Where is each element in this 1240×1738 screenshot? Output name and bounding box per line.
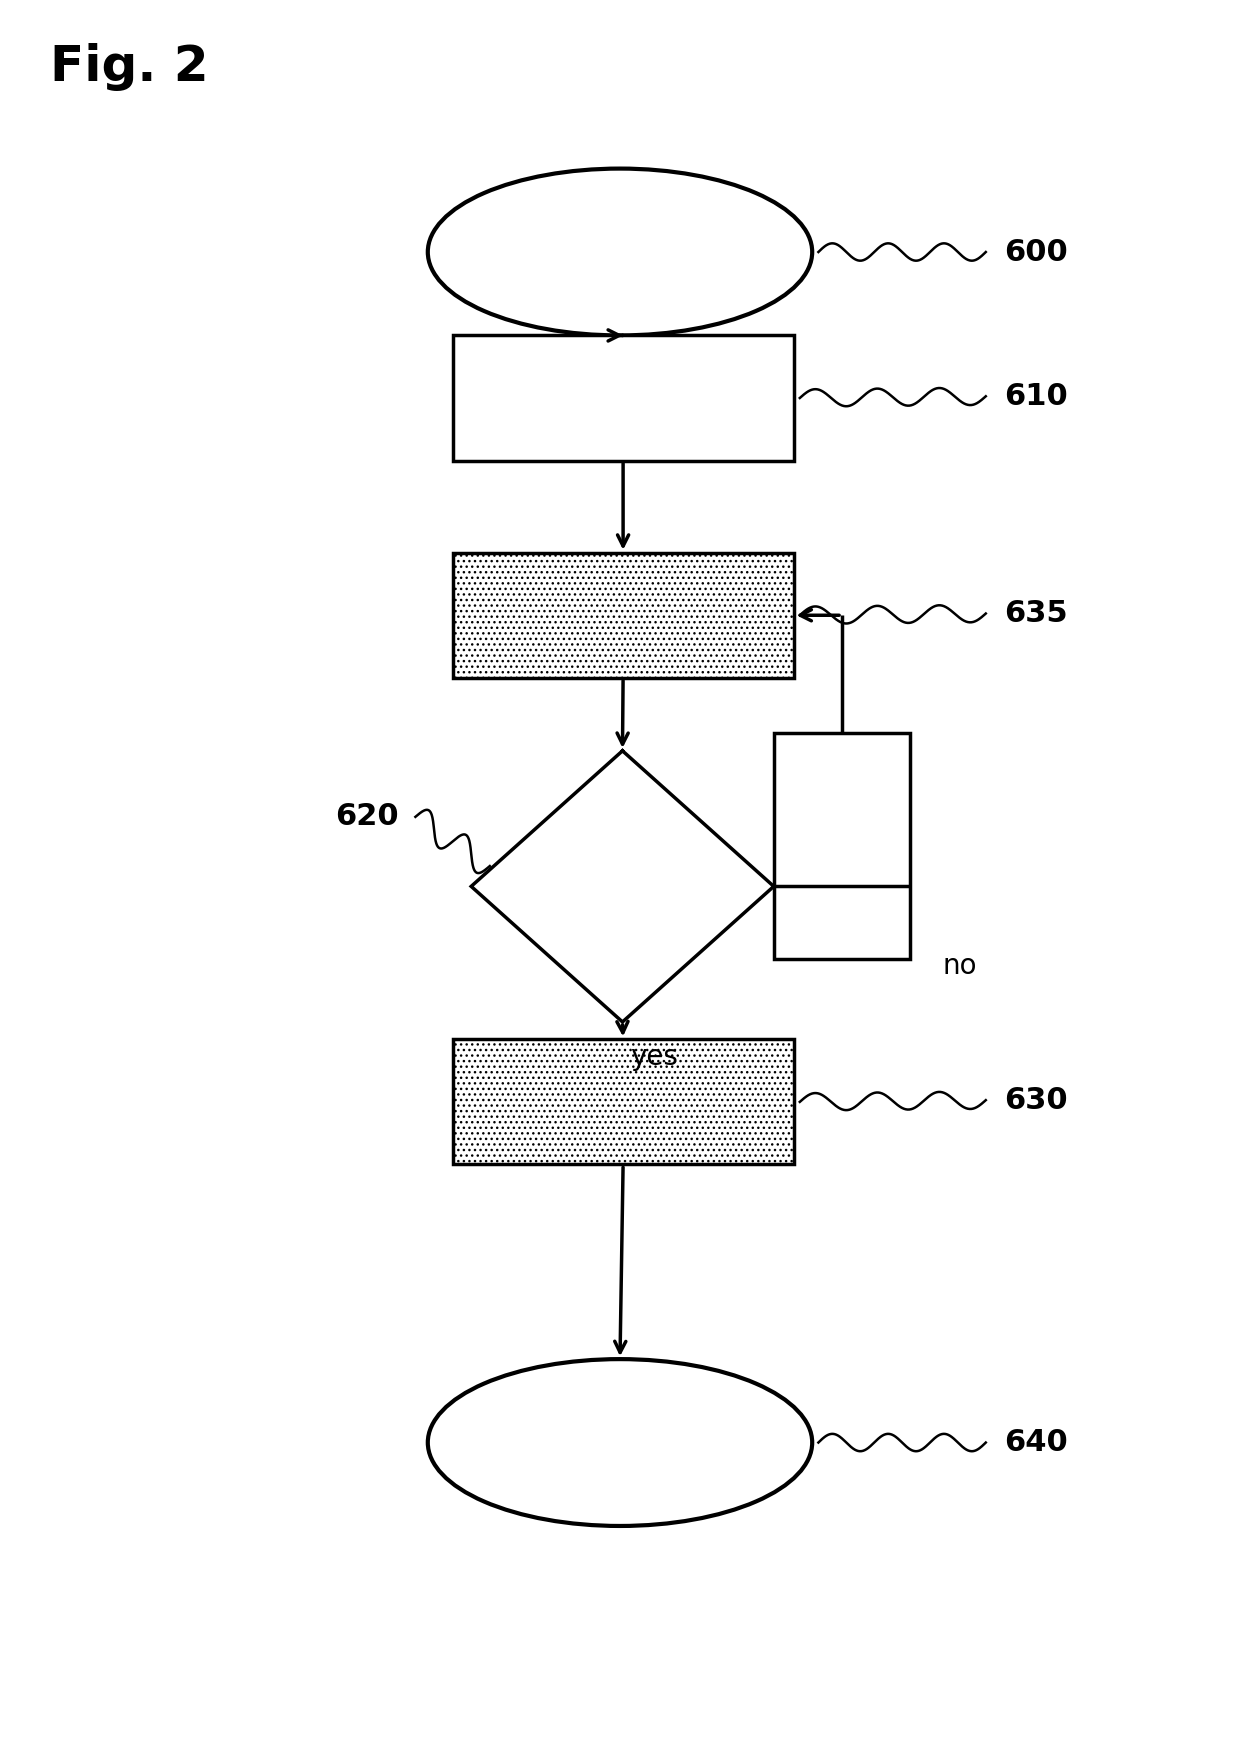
Text: yes: yes [630, 1043, 678, 1071]
Text: 620: 620 [335, 803, 398, 831]
Bar [453, 553, 794, 678]
Text: 600: 600 [1004, 238, 1068, 266]
Text: Fig. 2: Fig. 2 [50, 43, 208, 92]
Bar [453, 1039, 794, 1164]
Text: 610: 610 [1004, 382, 1068, 410]
Text: 630: 630 [1004, 1086, 1068, 1114]
Bar [453, 1039, 794, 1164]
Bar [774, 733, 910, 959]
Text: 640: 640 [1004, 1429, 1068, 1456]
Text: 635: 635 [1004, 600, 1068, 627]
Text: no: no [942, 952, 977, 980]
Bar [453, 335, 794, 461]
Bar [453, 553, 794, 678]
